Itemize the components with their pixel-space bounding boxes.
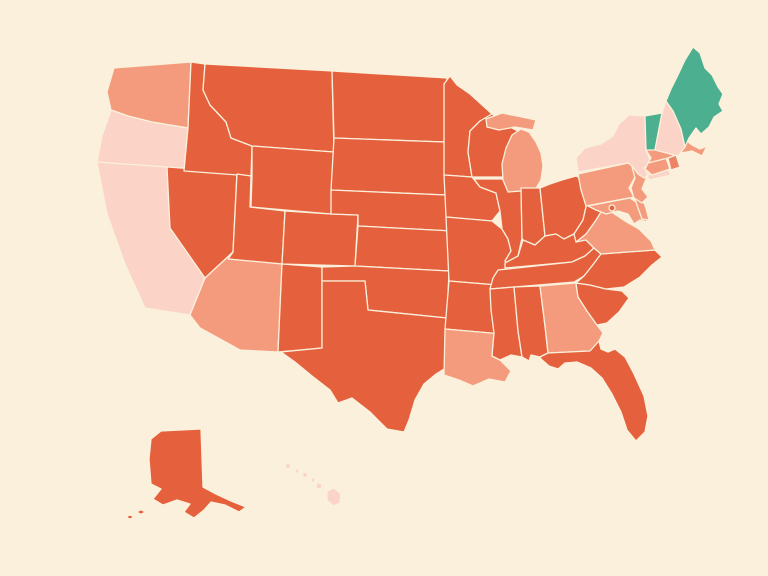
state-kansas[interactable] [354, 225, 453, 272]
state-maryland[interactable] [587, 197, 649, 225]
state-north-carolina[interactable] [575, 249, 663, 290]
state-florida[interactable] [539, 340, 649, 442]
state-hawaii-island[interactable] [315, 482, 323, 490]
state-alaska-aleutian-island[interactable] [126, 514, 134, 520]
state-michigan[interactable] [485, 112, 544, 193]
state-hawaii-big-island[interactable] [326, 487, 342, 507]
state-south-dakota[interactable] [330, 137, 447, 196]
state-hawaii-island[interactable] [310, 477, 316, 483]
state-alaska-aleutian-island[interactable] [137, 509, 145, 515]
state-district-of-columbia[interactable] [608, 204, 616, 212]
state-wyoming[interactable] [250, 145, 335, 215]
state-hawaii-island[interactable] [294, 468, 300, 474]
state-alaska[interactable] [148, 428, 247, 519]
state-colorado[interactable] [281, 210, 359, 267]
state-north-dakota[interactable] [331, 70, 448, 143]
state-maine[interactable] [665, 46, 724, 148]
state-hawaii-island[interactable] [301, 471, 309, 479]
state-hawaii-island[interactable] [284, 462, 292, 470]
state-new-mexico[interactable] [277, 263, 323, 353]
